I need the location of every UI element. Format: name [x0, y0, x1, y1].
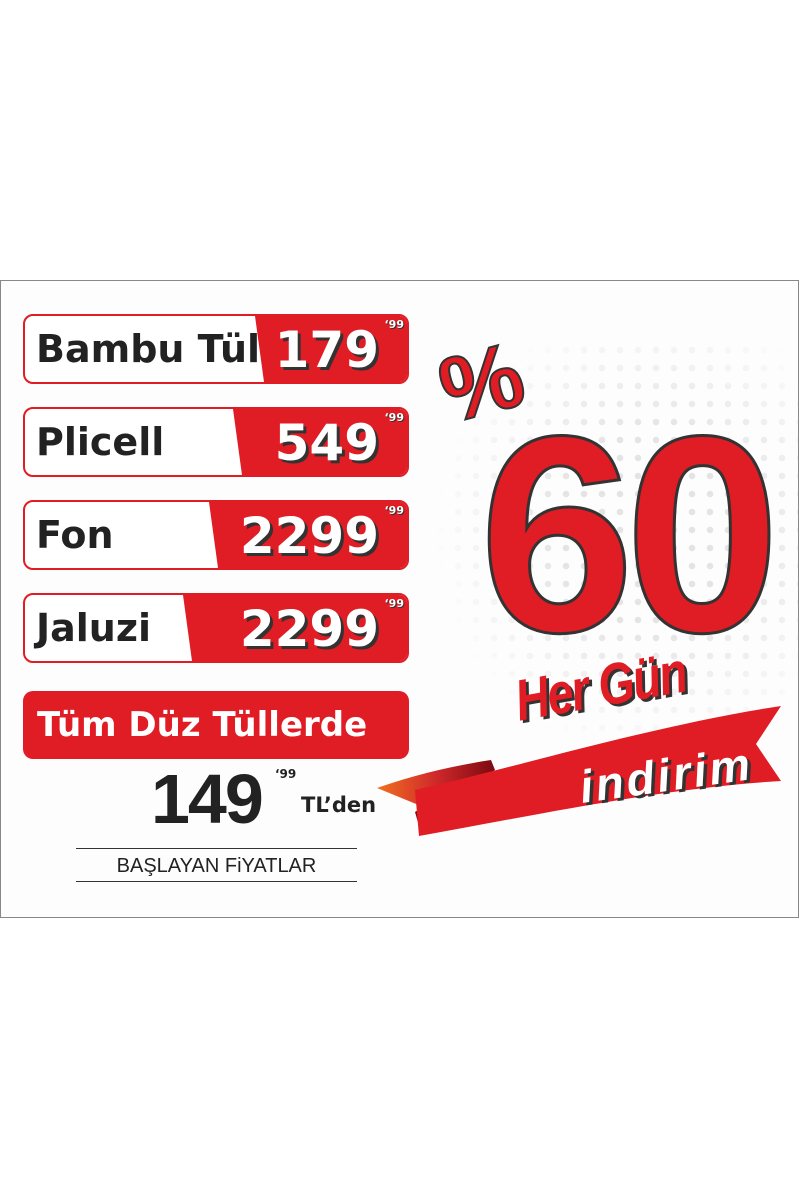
price-row-bambu-tul: Bambu Tül 179 ‘99 — [23, 314, 409, 384]
product-name: Fon — [36, 513, 114, 557]
promo-banner: Bambu Tül 179 ‘99 Plicell 549 ‘99 Fon 22… — [0, 280, 799, 918]
product-price: 549 — [274, 414, 379, 472]
product-cents: ‘99 — [384, 597, 405, 610]
divider-bottom — [76, 881, 357, 882]
dot-pattern — [431, 341, 798, 761]
product-price: 2299 — [239, 600, 379, 658]
product-price: 179 — [274, 321, 379, 379]
price-background — [183, 595, 407, 661]
product-name: Plicell — [36, 420, 165, 464]
product-cents: ‘99 — [384, 504, 405, 517]
price-row-fon: Fon 2299 ‘99 — [23, 500, 409, 570]
ribbon-graphic — [377, 706, 781, 836]
product-name: Bambu Tül — [36, 327, 261, 371]
promo-subtitle: BAŞLAYAN FiYATLAR — [116, 855, 317, 877]
product-cents: ‘99 — [384, 318, 405, 331]
promo-unit: TL’den — [301, 793, 377, 817]
product-price: 2299 — [239, 507, 379, 565]
price-row-jaluzi: Jaluzi 2299 ‘99 — [23, 593, 409, 663]
discount-value: 60 — [477, 379, 781, 691]
promo-price: 149 — [151, 760, 264, 838]
product-cents: ‘99 — [384, 411, 405, 424]
price-background — [209, 502, 407, 568]
price-background — [255, 316, 407, 382]
price-row-plicell: Plicell 549 ‘99 — [23, 407, 409, 477]
promo-cents: ‘99 — [275, 767, 297, 781]
divider-top — [76, 848, 357, 849]
product-name: Jaluzi — [36, 606, 152, 650]
price-background — [233, 409, 407, 475]
promo-label: Tüm Düz Tüllerde — [23, 691, 409, 759]
